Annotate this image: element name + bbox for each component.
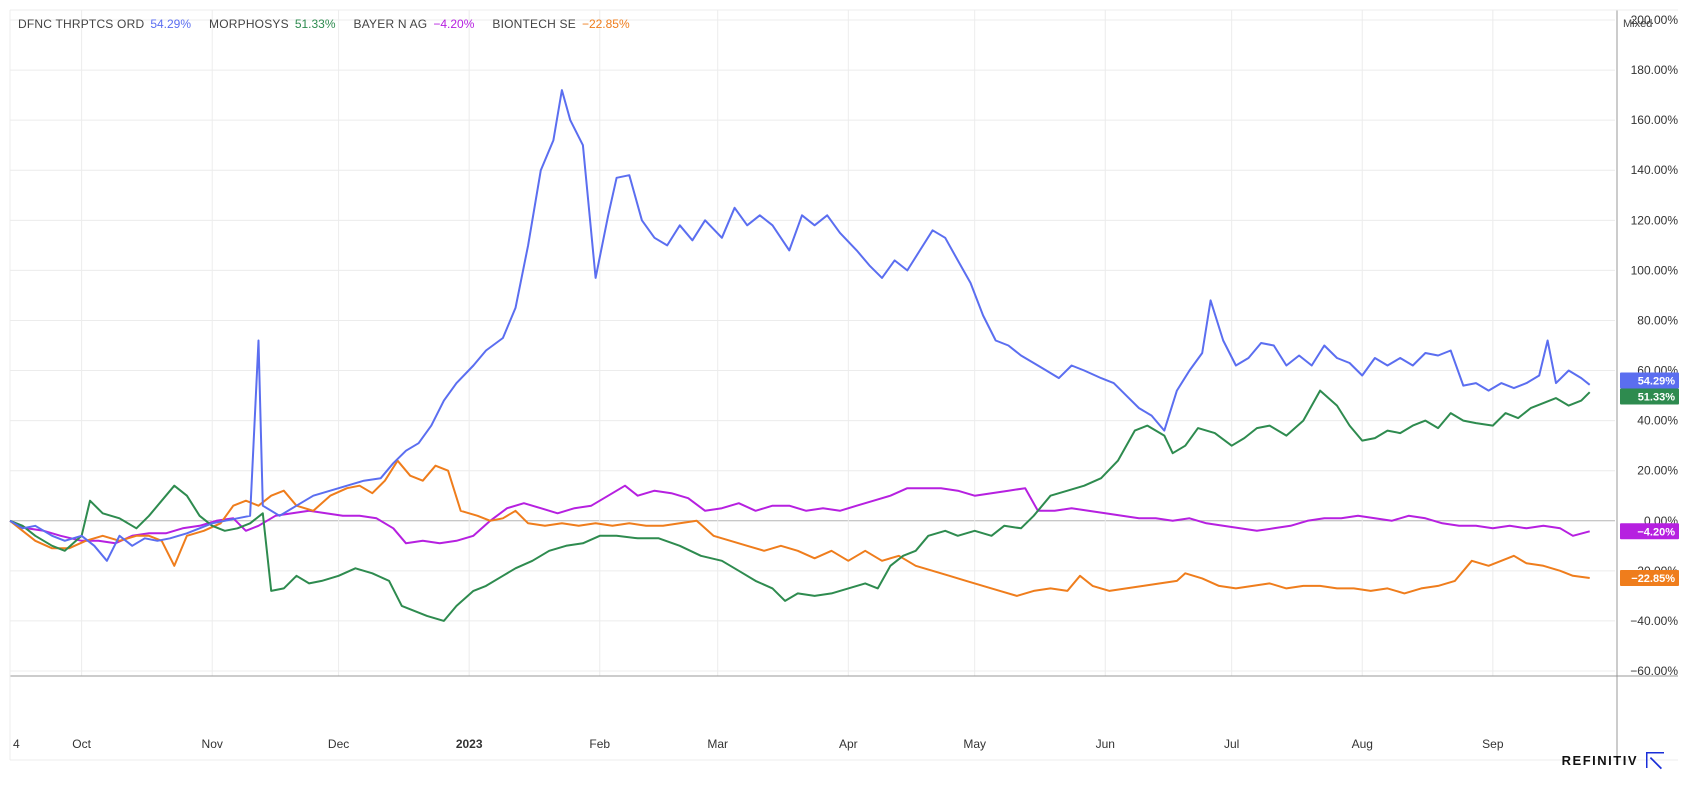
legend-item-bayer[interactable]: BAYER N AG −4.20% [354, 17, 475, 31]
y-tick-label: 140.00% [1631, 163, 1679, 177]
x-tick-label: Jul [1224, 737, 1239, 751]
y-tick-label: 120.00% [1631, 213, 1679, 227]
legend-series-change: 51.33% [294, 17, 336, 31]
last-value-badge-label: 51.33% [1638, 392, 1676, 404]
y-tick-label: 40.00% [1637, 414, 1678, 428]
x-tick-label: Oct [72, 737, 91, 751]
series-lines [9, 89, 1591, 622]
x-tick-label: Dec [328, 737, 349, 751]
last-value-badge-label: 54.29% [1638, 376, 1676, 388]
x-axis-ticks: 4 Oct Nov Dec 2023 Feb Mar Apr May Jun Jul Aug Sep [13, 737, 1504, 751]
legend: DFNC THRPTCS ORD 54.29% MORPHOSYS 51.33% B… [18, 17, 630, 31]
last-value-badge [1620, 569, 1679, 586]
legend-series-name: DFNC THRPTCS ORD [18, 17, 145, 31]
series-line-bayer-n-ag [9, 484, 1590, 545]
legend-series-change: −4.20% [433, 17, 475, 31]
x-tick-label: Feb [589, 737, 610, 751]
brand-name: REFINITIV [1561, 752, 1638, 768]
legend-item-morphosys[interactable]: MORPHOSYS 51.33% [209, 17, 336, 31]
x-tick-label: Jun [1096, 737, 1115, 751]
series-line-dfnc-thrptcs-ord [9, 89, 1591, 562]
y-tick-label: 80.00% [1637, 313, 1678, 327]
legend-series-name: BIONTECH SE [492, 17, 576, 31]
y-tick-label: 180.00% [1631, 63, 1679, 77]
x-tick-label: 4 [13, 737, 20, 751]
last-value-badge [1620, 372, 1679, 389]
legend-series-name: BAYER N AG [353, 17, 428, 31]
series-line-morphosys [9, 389, 1591, 622]
x-tick-label: 2023 [456, 737, 483, 751]
y-tick-label: −40.00% [1630, 614, 1678, 628]
last-value-badge-label: −22.85% [1631, 573, 1675, 585]
axes [9, 9, 1678, 761]
legend-item-dfnc[interactable]: DFNC THRPTCS ORD 54.29% [18, 17, 191, 31]
y-tick-label: 200.00% [1631, 13, 1679, 27]
last-value-badge [1620, 388, 1679, 405]
y-tick-label: 20.00% [1637, 464, 1678, 478]
y-tick-label: −60.00% [1630, 664, 1678, 678]
legend-series-name: MORPHOSYS [209, 17, 289, 31]
x-tick-label: Mar [707, 737, 728, 751]
scale-mode-label[interactable]: Mixed [1623, 18, 1652, 30]
legend-series-change: 54.29% [150, 17, 192, 31]
legend-series-change: −22.85% [581, 17, 630, 31]
x-tick-label: May [963, 737, 986, 751]
y-tick-label: 160.00% [1631, 113, 1679, 127]
x-tick-label: Apr [839, 737, 858, 751]
legend-item-biontech[interactable]: BIONTECH SE −22.85% [492, 17, 629, 31]
y-tick-label: 100.00% [1631, 263, 1679, 277]
x-tick-label: Aug [1352, 737, 1373, 751]
x-tick-label: Nov [202, 737, 223, 751]
x-tick-label: Sep [1482, 737, 1504, 751]
brand-logo: REFINITIV [1562, 750, 1666, 770]
series-line-biontech-se [9, 459, 1590, 597]
last-value-badges: 54.29% 51.33% −4.20% −22.85% [1620, 372, 1679, 586]
refinitiv-arrow-icon [1646, 752, 1664, 770]
last-value-badge [1620, 523, 1679, 540]
last-value-badge-label: −4.20% [1637, 526, 1675, 538]
grid-lines [10, 10, 1615, 676]
